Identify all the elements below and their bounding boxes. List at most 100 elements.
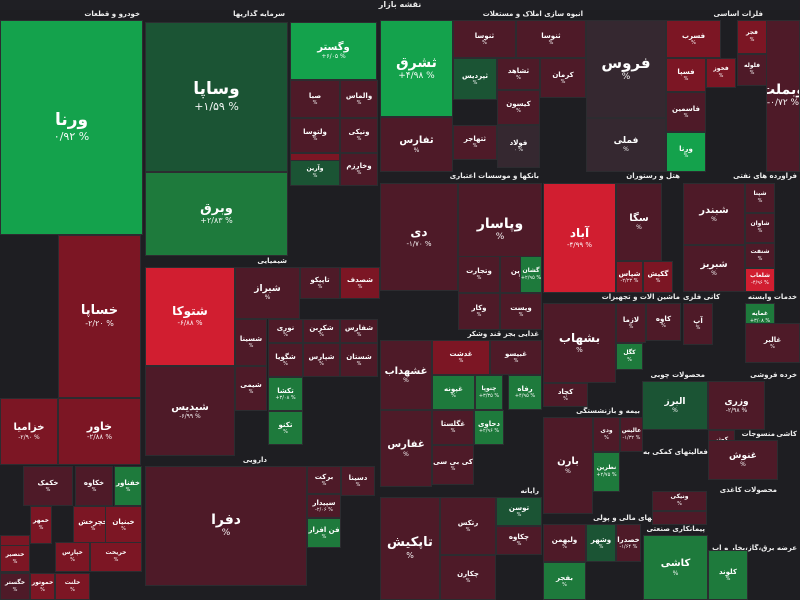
symbol-tile[interactable]: تاپیکو% — [300, 267, 340, 299]
symbol-tile[interactable]: تکشا +۳/۰۸ % — [268, 377, 303, 411]
symbol-tile[interactable]: خکمک% — [23, 466, 73, 506]
symbol-tile[interactable]: دسینا% — [341, 466, 375, 496]
symbol-tile[interactable]: دحاوی +۲/۹۶ % — [474, 410, 504, 445]
symbol-tile[interactable]: شیراز% — [235, 267, 300, 319]
symbol-tile[interactable]: خاور -۲/۸۸ % — [58, 398, 141, 465]
symbol-tile[interactable]: نطرین +۲/۷۵ % — [593, 452, 620, 492]
symbol-tile[interactable]: ولبهمن% — [543, 524, 586, 562]
symbol-tile[interactable]: ولتوسا% — [290, 118, 340, 153]
symbol-tile[interactable]: دفرا% — [145, 466, 307, 586]
symbol-tile[interactable]: آپ% — [683, 303, 713, 345]
symbol-tile[interactable]: فاسمین% — [666, 92, 706, 132]
symbol-tile[interactable]: لازما% — [616, 303, 646, 343]
symbol-tile[interactable]: شاوان% — [745, 213, 775, 243]
symbol-tile[interactable]: شصدف% — [340, 267, 380, 299]
symbol-tile[interactable]: فولاد ۰ % — [497, 125, 540, 168]
symbol-tile[interactable]: وبرق +۲/۸۳ % — [145, 172, 288, 256]
symbol-tile[interactable]: بارن% — [543, 417, 593, 514]
symbol-tile[interactable]: شنفت% — [745, 243, 775, 268]
symbol-tile[interactable]: تکنو% — [268, 411, 303, 445]
symbol-tile[interactable]: خبنیان% — [105, 506, 142, 544]
symbol-tile[interactable]: گشان +۲/۹۵ % — [520, 256, 542, 293]
symbol-tile[interactable]: خمهر% — [30, 506, 52, 544]
symbol-tile[interactable]: شپاس -۲/۲۳ % — [616, 261, 643, 293]
symbol-tile[interactable]: ثشرق +۴/۹۸ % — [380, 20, 453, 117]
symbol-tile[interactable]: خگستر% — [0, 573, 30, 600]
symbol-tile[interactable]: خموتور% — [30, 573, 55, 600]
symbol-tile[interactable]: شلعاب -۴/۹۶ % — [745, 268, 775, 292]
symbol-tile[interactable]: خصدرا -۱/۶۴ % — [616, 524, 641, 562]
symbol-tile[interactable]: وپست% — [500, 293, 542, 330]
symbol-tile[interactable]: ثشاهد% — [497, 58, 540, 90]
symbol-tile[interactable]: خنصیر% — [0, 545, 30, 572]
symbol-tile[interactable]: کرمان% — [540, 58, 586, 98]
symbol-tile[interactable]: شیمی% — [235, 366, 267, 411]
symbol-tile[interactable]: توسن% — [496, 497, 542, 526]
symbol-tile[interactable]: فملی% — [586, 118, 666, 172]
symbol-tile[interactable]: کگل% — [616, 343, 643, 370]
symbol-tile[interactable]: وشهر% — [586, 524, 616, 562]
symbol-tile[interactable]: خلنت% — [55, 573, 90, 600]
symbol-tile[interactable]: وتجارت% — [458, 256, 500, 293]
symbol-tile[interactable]: شیدیس -۶/۹۹ % — [145, 366, 235, 456]
symbol-tile[interactable]: نوری% — [268, 319, 303, 343]
symbol-tile[interactable]: ورنا% — [666, 132, 706, 172]
symbol-tile[interactable]: شپنا% — [745, 183, 775, 213]
symbol-tile[interactable]: خپارس% — [55, 542, 90, 572]
symbol-tile[interactable]: شکربن% — [303, 319, 340, 343]
symbol-tile[interactable]: گکیش% — [643, 261, 673, 293]
symbol-tile[interactable]: خزامیا -۲/۹۰ % — [0, 398, 58, 465]
symbol-tile[interactable]: رتکس% — [440, 497, 496, 555]
symbol-tile[interactable]: وزری -۲/۹۸ % — [708, 381, 765, 430]
symbol-tile[interactable]: ونیکی% — [340, 118, 378, 153]
symbol-tile[interactable]: فلوله% — [737, 54, 767, 86]
symbol-tile[interactable]: ودی% — [593, 417, 620, 452]
symbol-tile[interactable]: ورنا ۰/۹۲ % — [0, 20, 143, 235]
symbol-tile[interactable]: ثنوسا% — [516, 20, 586, 58]
symbol-tile[interactable]: غگلستا% — [432, 410, 474, 445]
symbol-tile[interactable]: برکت% — [307, 466, 341, 494]
symbol-tile[interactable]: عالیس -۱/۳۲ % — [620, 417, 643, 452]
symbol-tile[interactable]: فروس% — [586, 20, 666, 118]
symbol-tile[interactable]: کلوند% — [708, 550, 748, 600]
symbol-tile[interactable]: غشهداب% — [380, 340, 432, 410]
symbol-tile[interactable]: وخارزم% — [340, 153, 378, 186]
symbol-tile[interactable]: کاوه% — [646, 303, 681, 341]
symbol-tile[interactable]: ونیکی% — [652, 491, 707, 511]
symbol-tile[interactable]: غپونه% — [432, 375, 475, 410]
symbol-tile[interactable]: وساپا +۱/۵۹ % — [145, 22, 288, 172]
symbol-tile[interactable]: رفاه +۴/۹۵ % — [508, 375, 542, 410]
symbol-tile[interactable]: کاشی% — [643, 535, 708, 600]
symbol-tile[interactable]: فسپا% — [666, 58, 706, 92]
symbol-tile[interactable]: فن افزار% — [307, 518, 341, 548]
symbol-tile[interactable]: ثپردیس% — [453, 58, 497, 100]
symbol-tile[interactable]: شتوکا -۶/۸۸ % — [145, 267, 235, 366]
symbol-tile[interactable]: سپیدار -۲/۰۶ % — [307, 494, 341, 518]
symbol-tile[interactable]: شبندر% — [683, 183, 745, 245]
symbol-tile[interactable]: غفارس% — [380, 410, 432, 487]
symbol-tile[interactable]: شپارس% — [303, 343, 340, 377]
symbol-tile[interactable]: البرز% — [642, 381, 708, 430]
symbol-tile[interactable]: وگستر +۶/۰۵ % — [290, 22, 377, 80]
symbol-tile[interactable]: کی بی سی% — [432, 445, 474, 485]
symbol-tile[interactable]: خساپا -۲/۲۰ % — [58, 235, 141, 398]
symbol-tile[interactable]: خریخت% — [90, 542, 142, 572]
symbol-tile[interactable]: غالبر% — [745, 323, 800, 363]
symbol-tile[interactable]: شسینا% — [235, 319, 267, 366]
symbol-tile[interactable]: فخوز% — [706, 58, 736, 88]
symbol-tile[interactable]: صبا% — [290, 80, 340, 118]
symbol-tile[interactable]: والماس% — [340, 80, 378, 118]
symbol-tile[interactable]: دی -۱/۷۰ % — [380, 183, 458, 291]
symbol-tile[interactable]: سگا% — [616, 183, 662, 261]
symbol-tile[interactable]: غبیسو% — [490, 340, 542, 375]
symbol-tile[interactable]: فسرب% — [666, 20, 721, 58]
symbol-tile[interactable]: وپارس% — [652, 511, 707, 525]
symbol-tile[interactable]: شستان% — [340, 343, 378, 377]
symbol-tile[interactable]: وکار% — [458, 293, 500, 330]
symbol-tile[interactable]: تاپکیش% — [380, 497, 440, 600]
symbol-tile[interactable]: وآرین% — [290, 160, 340, 186]
symbol-tile[interactable]: ثفارس% — [380, 117, 453, 172]
symbol-tile[interactable]: ثنوسا% — [453, 20, 516, 58]
symbol-tile[interactable]: شگویا% — [268, 343, 303, 377]
symbol-tile[interactable]: خفناور% — [114, 466, 142, 506]
